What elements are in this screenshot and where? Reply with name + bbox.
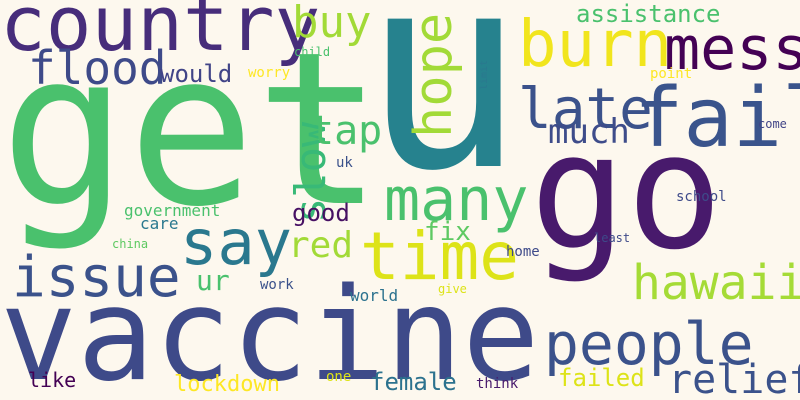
word-lockdown: lockdown bbox=[174, 372, 280, 397]
word-least: least bbox=[594, 231, 631, 245]
word-u: u bbox=[362, 0, 525, 230]
word-late: late bbox=[518, 77, 653, 142]
word-like: like bbox=[28, 368, 77, 392]
word-issue: issue bbox=[12, 245, 181, 310]
word-mess: mess bbox=[664, 14, 800, 84]
word-buy: buy bbox=[292, 0, 372, 48]
word-female: female bbox=[370, 368, 457, 396]
word-home: home bbox=[506, 244, 540, 260]
word-burn: burn bbox=[518, 8, 673, 82]
word-fix: fix bbox=[424, 217, 471, 247]
word-one: one bbox=[326, 369, 352, 385]
word-time: time bbox=[360, 218, 519, 295]
word-tap: tap bbox=[310, 108, 383, 154]
word-fail: fail bbox=[634, 71, 800, 166]
word-worry: worry bbox=[248, 65, 291, 81]
word-care: care bbox=[140, 214, 179, 233]
word-hope: hope bbox=[404, 12, 464, 138]
word-world: world bbox=[350, 286, 399, 305]
word-assistance: assistance bbox=[576, 0, 721, 28]
word-school: school bbox=[676, 189, 727, 205]
word-hawaii: hawaii bbox=[632, 255, 800, 311]
word-limit: limit bbox=[479, 59, 490, 90]
word-say: say bbox=[180, 206, 292, 279]
word-country: country bbox=[0, 0, 321, 68]
word-government: government bbox=[124, 201, 221, 220]
word-come: come bbox=[758, 117, 787, 131]
word-relief: relief bbox=[668, 357, 800, 400]
word-uk: uk bbox=[336, 155, 353, 171]
word-failed: failed bbox=[558, 364, 645, 392]
word-china: china bbox=[112, 237, 149, 251]
word-point: point bbox=[650, 66, 693, 82]
word-flood: flood bbox=[28, 41, 167, 95]
word-people: people bbox=[544, 310, 754, 378]
word-work: work bbox=[260, 277, 294, 293]
word-much: much bbox=[548, 112, 630, 152]
word-get: get bbox=[0, 6, 383, 253]
word-race: race bbox=[783, 15, 800, 150]
word-good: good bbox=[292, 199, 350, 227]
word-go: go bbox=[530, 98, 723, 285]
word-give: give bbox=[438, 282, 467, 296]
word-child: child bbox=[294, 45, 331, 59]
word-would: would bbox=[160, 60, 233, 88]
word-think: think bbox=[476, 376, 519, 392]
word-ur: ur bbox=[196, 264, 230, 297]
word-many: many bbox=[384, 165, 529, 235]
word-red: red bbox=[288, 225, 354, 266]
word-vaccine: vaccine bbox=[0, 261, 540, 400]
